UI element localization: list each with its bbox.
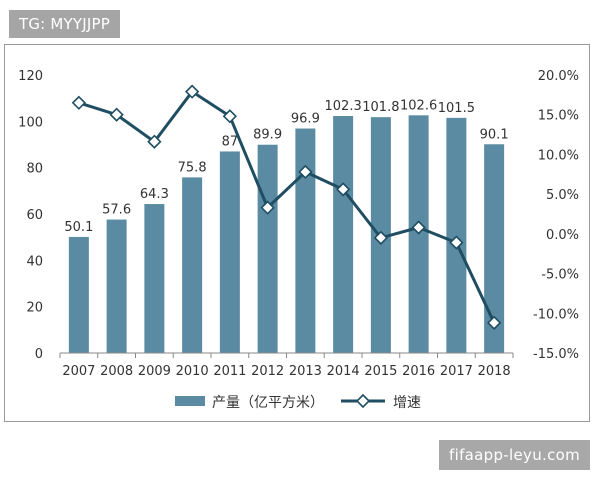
x-tick-label: 2017 [440, 364, 473, 379]
x-tick-label: 2015 [364, 364, 397, 379]
y-right-tick-label: 20.0% [538, 69, 579, 84]
bar-value-label: 90.1 [480, 127, 509, 142]
bar [484, 144, 505, 353]
growth-point [184, 84, 200, 99]
growth-point [298, 164, 313, 180]
bar-value-label: 101.5 [438, 101, 475, 116]
chart-container: 2007 2008 2009 2010 2011 2012 2013 2014 2015 2016… [4, 44, 590, 422]
x-tick-label: 2007 [62, 364, 95, 379]
x-tick-label: 2018 [478, 364, 511, 379]
bar-value-label: 64.3 [140, 187, 169, 202]
x-tick-label: 2010 [176, 364, 209, 379]
y-left-tick-label: 80 [26, 162, 43, 177]
growth-point [411, 220, 426, 235]
bar [295, 128, 316, 353]
legend-bar-swatch [175, 396, 205, 406]
bar-value-label: 50.1 [64, 220, 93, 235]
bar [219, 151, 240, 353]
bar-value-label: 102.3 [325, 99, 362, 114]
x-tick-label: 2016 [402, 364, 435, 379]
growth-point [260, 200, 275, 215]
bar [144, 204, 165, 353]
bar-value-label: 96.9 [291, 112, 320, 127]
legend-line-marker [355, 393, 371, 409]
growth-point [109, 107, 124, 122]
axes-layer: 2007 2008 2009 2010 2011 2012 2013 2014 2015 2016… [18, 69, 579, 379]
x-tick-label: 2014 [327, 364, 360, 379]
growth-point [373, 230, 389, 245]
y-right-tick-label: 15.0% [538, 109, 579, 124]
bar-value-label: 102.6 [400, 98, 437, 113]
growth-line-layer [71, 84, 502, 330]
bar [68, 236, 89, 353]
x-tick-label: 2009 [138, 364, 171, 379]
y-left-tick-label: 120 [18, 69, 43, 84]
combo-chart: 2007 2008 2009 2010 2011 2012 2013 2014 2015 2016… [18, 69, 579, 411]
legend-line-label: 增速 [393, 395, 421, 411]
y-right-tick-label: 10.0% [538, 148, 579, 163]
growth-line [78, 90, 496, 324]
growth-point [335, 182, 351, 197]
y-left-tick-label: 40 [26, 254, 43, 269]
y-left-tick-label: 100 [18, 115, 43, 130]
y-right-tick-label: -15.0% [533, 347, 579, 362]
growth-point [71, 95, 87, 110]
y-left-tick-label: 20 [26, 301, 43, 316]
y-right-tick-label: -10.0% [533, 307, 579, 322]
growth-point [486, 315, 502, 330]
growth-point [222, 109, 238, 124]
bar [257, 144, 278, 353]
y-right-tick-label: 5.0% [546, 188, 579, 203]
bar-value-label: 75.8 [178, 160, 207, 175]
x-tick-label: 2011 [213, 364, 246, 379]
x-tick-label: 2012 [251, 364, 284, 379]
legend-bar-label: 产量（亿平方米） [212, 395, 324, 411]
bar [446, 117, 467, 353]
y-left-tick-label: 0 [35, 347, 43, 362]
watermark-bottom: fifaapp-leyu.com [439, 440, 590, 470]
x-tick-label: 2013 [289, 364, 322, 379]
legend: 产量（亿平方米） 增速 [175, 393, 421, 411]
growth-point [449, 235, 464, 250]
bar [106, 219, 127, 353]
bar-value-label: 101.8 [362, 100, 399, 115]
y-left-tick-label: 60 [26, 208, 43, 223]
bar-value-label: 57.6 [102, 203, 131, 218]
bar [333, 116, 354, 353]
data-labels-layer: 50.1 57.6 64.3 75.8 87 89.9 96.9 102.3 101.8 102.… [64, 98, 508, 235]
bar [182, 177, 203, 353]
bar-value-label: 87 [222, 134, 239, 149]
y-right-tick-label: -5.0% [541, 268, 579, 283]
bar-value-label: 89.9 [253, 128, 282, 143]
y-right-tick-label: 0.0% [546, 228, 579, 243]
watermark-top: TG: MYYJJPP [9, 10, 121, 38]
growth-point [147, 134, 162, 149]
x-tick-label: 2008 [100, 364, 133, 379]
